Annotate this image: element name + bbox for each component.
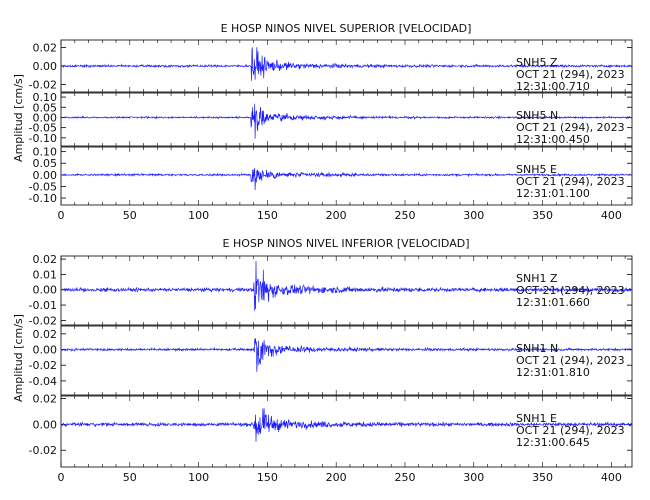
x-tick-label: 100 xyxy=(188,471,209,484)
x-tick-label: 150 xyxy=(257,209,278,222)
x-tick-label: 350 xyxy=(532,209,553,222)
x-tick-label: 300 xyxy=(463,209,484,222)
y-tick-label: 0.00 xyxy=(33,169,58,182)
date-label: OCT 21 (294), 2023 xyxy=(516,354,625,367)
seismic-trace xyxy=(60,47,633,81)
y-tick-label: 0.00 xyxy=(33,344,58,357)
y-tick-label: 0.02 xyxy=(33,328,58,341)
y-axis-label-bottom: Amplitud [cm/s] xyxy=(12,314,25,402)
chart-title-top: E HOSP NINOS NIVEL SUPERIOR [VELOCIDAD] xyxy=(221,22,472,35)
y-tick-label: 0.05 xyxy=(33,101,58,114)
y-tick-label: -0.10 xyxy=(29,132,57,145)
date-label: OCT 21 (294), 2023 xyxy=(516,68,625,81)
seismic-trace xyxy=(60,261,633,311)
y-axis-label-top: Amplitud [cm/s] xyxy=(12,74,25,162)
channel-label: SNH1 N xyxy=(516,342,558,355)
time-label: 12:31:01.660 xyxy=(516,296,590,309)
x-tick-label: 150 xyxy=(257,471,278,484)
x-tick-label: 100 xyxy=(188,209,209,222)
y-tick-label: -0.02 xyxy=(29,79,57,92)
seismic-trace xyxy=(60,167,633,191)
time-label: 12:31:00.645 xyxy=(516,436,590,449)
seismic-trace xyxy=(60,338,633,372)
date-label: OCT 21 (294), 2023 xyxy=(516,424,625,437)
y-tick-label: 0.02 xyxy=(33,253,58,266)
time-label: 12:31:00.450 xyxy=(516,133,590,146)
time-label: 12:31:00.710 xyxy=(516,80,590,93)
x-tick-label: 0 xyxy=(58,471,65,484)
y-tick-label: -0.05 xyxy=(29,180,57,193)
date-label: OCT 21 (294), 2023 xyxy=(516,121,625,134)
y-tick-label: 0.10 xyxy=(33,91,58,104)
x-tick-label: 200 xyxy=(326,471,347,484)
y-tick-label: 0.01 xyxy=(33,268,58,281)
y-tick-label: 0.02 xyxy=(33,393,58,406)
x-tick-label: 0 xyxy=(58,209,65,222)
x-tick-label: 300 xyxy=(463,471,484,484)
y-tick-label: -0.02 xyxy=(29,359,57,372)
x-tick-label: 400 xyxy=(601,209,622,222)
y-tick-label: -0.05 xyxy=(29,122,57,135)
y-tick-label: 0.02 xyxy=(33,41,58,54)
time-label: 12:31:01.810 xyxy=(516,366,590,379)
y-tick-label: -0.02 xyxy=(29,314,57,327)
panel-frame xyxy=(60,92,633,147)
channel-label: SNH5 Z xyxy=(516,56,558,69)
chart-title-bottom: E HOSP NINOS NIVEL INFERIOR [VELOCIDAD] xyxy=(223,237,470,250)
channel-label: SNH1 Z xyxy=(516,272,558,285)
y-tick-label: 0.00 xyxy=(33,418,58,431)
channel-label: SNH1 E xyxy=(516,412,557,425)
x-tick-label: 50 xyxy=(123,209,137,222)
y-tick-label: -0.02 xyxy=(29,444,57,457)
panel-frame xyxy=(60,325,633,396)
date-label: OCT 21 (294), 2023 xyxy=(516,284,625,297)
y-tick-label: 0.00 xyxy=(33,284,58,297)
y-tick-label: -0.04 xyxy=(29,375,57,388)
seismic-trace xyxy=(60,103,633,139)
panel-frame xyxy=(60,146,633,206)
x-tick-label: 400 xyxy=(601,471,622,484)
x-tick-label: 350 xyxy=(532,471,553,484)
y-tick-label: -0.01 xyxy=(29,299,57,312)
date-label: OCT 21 (294), 2023 xyxy=(516,175,625,188)
y-tick-label: -0.10 xyxy=(29,192,57,205)
panel-frame xyxy=(60,395,633,468)
x-tick-label: 50 xyxy=(123,471,137,484)
y-tick-label: 0.05 xyxy=(33,157,58,170)
x-tick-label: 250 xyxy=(394,471,415,484)
x-tick-label: 250 xyxy=(394,209,415,222)
time-label: 12:31:01.100 xyxy=(516,187,590,200)
channel-label: SNH5 N xyxy=(516,109,558,122)
y-tick-label: 0.00 xyxy=(33,60,58,73)
x-tick-label: 200 xyxy=(326,209,347,222)
seismic-trace xyxy=(60,408,633,442)
panel-frame xyxy=(60,255,633,326)
channel-label: SNH5 E xyxy=(516,163,557,176)
y-tick-label: 0.00 xyxy=(33,111,58,124)
y-tick-label: 0.10 xyxy=(33,146,58,159)
